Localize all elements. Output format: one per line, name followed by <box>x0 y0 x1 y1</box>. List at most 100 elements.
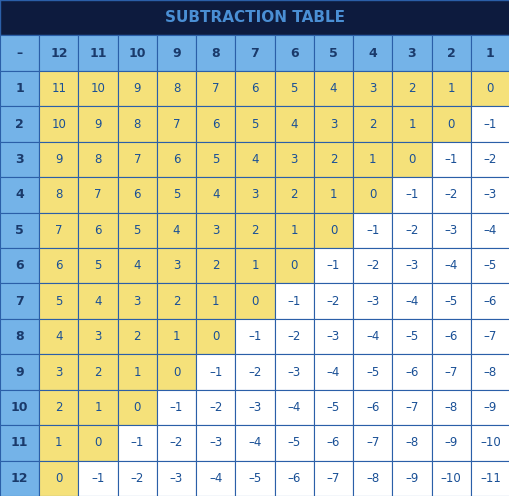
Bar <box>391 461 431 496</box>
Bar <box>196 354 235 390</box>
Bar <box>313 106 352 142</box>
Bar <box>157 319 196 354</box>
Text: 2: 2 <box>290 188 297 201</box>
Bar <box>235 283 274 319</box>
Text: 9: 9 <box>94 118 102 130</box>
Text: 0: 0 <box>446 118 454 130</box>
Text: 6: 6 <box>55 259 63 272</box>
Bar <box>235 106 274 142</box>
Text: –5: –5 <box>365 366 379 378</box>
Bar <box>470 213 509 248</box>
Text: –2: –2 <box>483 153 496 166</box>
Bar <box>391 106 431 142</box>
Text: 4: 4 <box>55 330 63 343</box>
Bar <box>235 461 274 496</box>
Bar <box>352 177 391 213</box>
Bar <box>118 142 157 177</box>
Bar <box>274 213 313 248</box>
Bar <box>313 142 352 177</box>
Bar <box>235 425 274 461</box>
Text: 3: 3 <box>133 295 140 308</box>
Text: 4: 4 <box>290 118 297 130</box>
Bar <box>0 461 39 496</box>
Bar <box>235 319 274 354</box>
Text: –4: –4 <box>287 401 300 414</box>
Text: 6: 6 <box>289 47 298 60</box>
Text: –3: –3 <box>326 330 340 343</box>
Text: 0: 0 <box>369 188 376 201</box>
Bar <box>391 177 431 213</box>
Bar <box>196 35 235 71</box>
Text: 0: 0 <box>173 366 180 378</box>
Bar <box>274 142 313 177</box>
Text: 0: 0 <box>251 295 258 308</box>
Text: 3: 3 <box>173 259 180 272</box>
Text: 2: 2 <box>173 295 180 308</box>
Text: –2: –2 <box>169 436 183 449</box>
Text: 8: 8 <box>173 82 180 95</box>
Bar <box>196 213 235 248</box>
Bar <box>470 390 509 425</box>
Bar <box>431 106 470 142</box>
Text: 2: 2 <box>55 401 63 414</box>
Text: 2: 2 <box>212 259 219 272</box>
Bar <box>391 354 431 390</box>
Text: 2: 2 <box>251 224 258 237</box>
Bar <box>431 319 470 354</box>
Text: 4: 4 <box>251 153 258 166</box>
Text: –2: –2 <box>248 366 261 378</box>
Bar <box>274 71 313 106</box>
Bar <box>78 425 118 461</box>
Bar <box>196 425 235 461</box>
Bar <box>431 142 470 177</box>
Text: 7: 7 <box>133 153 141 166</box>
Text: –2: –2 <box>287 330 300 343</box>
Text: 4: 4 <box>173 224 180 237</box>
Bar <box>0 35 39 71</box>
Bar <box>118 177 157 213</box>
Bar <box>157 248 196 283</box>
Text: –2: –2 <box>405 224 418 237</box>
Text: –10: –10 <box>440 472 461 485</box>
Bar <box>274 177 313 213</box>
Text: –3: –3 <box>209 436 222 449</box>
Bar <box>39 35 78 71</box>
Text: 0: 0 <box>486 82 493 95</box>
Bar <box>0 283 39 319</box>
Text: 3: 3 <box>290 153 297 166</box>
Bar <box>157 461 196 496</box>
Text: 6: 6 <box>251 82 258 95</box>
Text: 8: 8 <box>133 118 140 130</box>
Bar <box>78 177 118 213</box>
Bar <box>352 213 391 248</box>
Bar <box>157 283 196 319</box>
Text: 7: 7 <box>94 188 102 201</box>
Text: 3: 3 <box>369 82 376 95</box>
Text: –4: –4 <box>405 295 418 308</box>
Text: –2: –2 <box>130 472 144 485</box>
Text: 4: 4 <box>15 188 24 201</box>
Bar <box>352 319 391 354</box>
Bar <box>235 71 274 106</box>
Bar <box>78 35 118 71</box>
Bar <box>391 283 431 319</box>
Text: –7: –7 <box>326 472 340 485</box>
Bar <box>0 390 39 425</box>
Bar <box>78 461 118 496</box>
Text: 1: 1 <box>368 153 376 166</box>
Bar <box>196 106 235 142</box>
Bar <box>274 319 313 354</box>
Text: –8: –8 <box>444 401 457 414</box>
Text: 1: 1 <box>15 82 24 95</box>
Text: 7: 7 <box>55 224 63 237</box>
Text: 2: 2 <box>15 118 24 130</box>
Bar <box>274 425 313 461</box>
Bar <box>157 35 196 71</box>
Text: –1: –1 <box>483 118 496 130</box>
Text: –8: –8 <box>483 366 496 378</box>
Text: –7: –7 <box>365 436 379 449</box>
Text: 0: 0 <box>212 330 219 343</box>
Text: 2: 2 <box>368 118 376 130</box>
Bar <box>391 319 431 354</box>
Bar <box>78 354 118 390</box>
